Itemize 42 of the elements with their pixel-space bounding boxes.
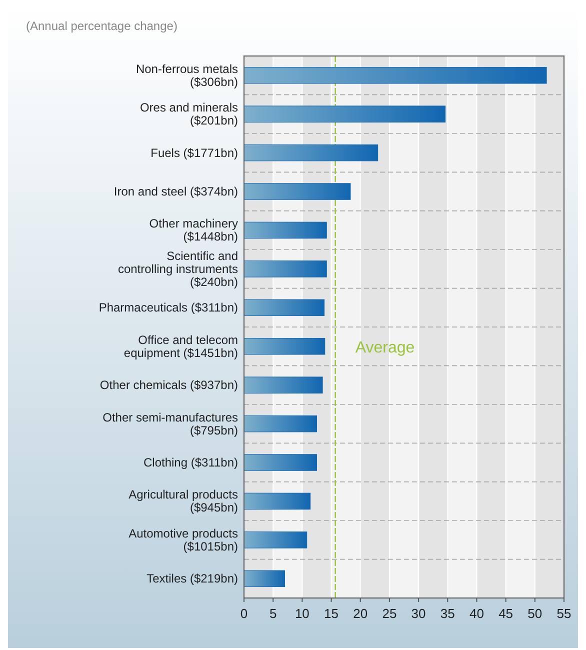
y-tick-label: Agricultural products ($945bn) bbox=[128, 488, 238, 515]
x-tick-label: 35 bbox=[440, 606, 455, 621]
x-tick-label: 55 bbox=[556, 606, 572, 621]
x-tick-label: 45 bbox=[498, 606, 514, 621]
bar bbox=[244, 222, 327, 239]
bar bbox=[244, 532, 308, 548]
bar bbox=[244, 106, 446, 122]
x-tick-label: 40 bbox=[469, 606, 484, 621]
bar bbox=[244, 183, 351, 200]
y-tick-label: Other chemicals ($937bn) bbox=[100, 378, 238, 392]
x-tick-label: 10 bbox=[294, 606, 310, 621]
y-tick-label: Other machinery ($1448bn) bbox=[149, 216, 238, 244]
bar bbox=[244, 570, 285, 588]
y-tick-label: Ores and minerals ($201bn) bbox=[140, 100, 238, 128]
text: (Annual percentage change) bbox=[26, 19, 178, 33]
x-tick-label: 30 bbox=[411, 606, 426, 621]
x-tick-label: 50 bbox=[528, 606, 542, 621]
y-tick-label: Office and telecom equipment ($1451bn) bbox=[124, 332, 238, 360]
y-tick-label: Pharmaceuticals ($311bn) bbox=[98, 300, 238, 315]
bar bbox=[244, 338, 326, 355]
bar bbox=[244, 454, 317, 471]
bar bbox=[244, 144, 378, 162]
bar bbox=[244, 299, 325, 316]
x-tick-label: 5 bbox=[269, 606, 277, 621]
bar bbox=[244, 415, 317, 432]
x-tick-label: 20 bbox=[353, 606, 368, 621]
bar bbox=[244, 260, 327, 278]
y-tick-label: Textiles ($219bn) bbox=[146, 572, 238, 586]
ref-line-label: Average bbox=[355, 339, 415, 356]
y-tick-label: Automotive products ($1015bn) bbox=[128, 526, 238, 554]
bar bbox=[244, 376, 323, 394]
x-tick-label: 0 bbox=[240, 606, 248, 621]
x-tick-label: 25 bbox=[382, 606, 397, 621]
bar bbox=[244, 492, 311, 510]
x-tick-label: 15 bbox=[324, 606, 339, 621]
y-tick-label: Non-ferrous metals ($306bn) bbox=[136, 62, 238, 89]
y-tick-label: Clothing ($311bn) bbox=[143, 456, 238, 470]
y-tick-label: Scientific and controlling instruments ($240bn) bbox=[118, 248, 238, 289]
y-tick-label: Iron and steel ($374bn) bbox=[114, 184, 238, 198]
bar bbox=[244, 66, 547, 84]
y-tick-label: Fuels ($1771bn) bbox=[150, 146, 238, 160]
y-tick-label: Other semi-manufactures ($795bn) bbox=[102, 410, 238, 438]
